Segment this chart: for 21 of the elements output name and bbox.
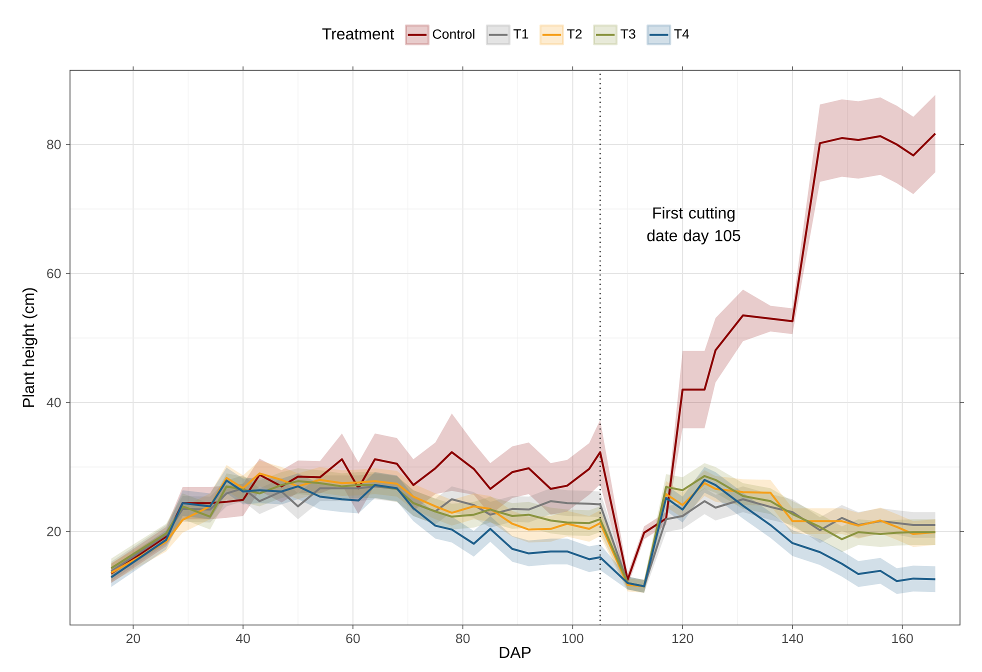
- x-tick-label: 40: [236, 634, 250, 644]
- legend-label: T3: [620, 29, 636, 39]
- x-tick-label: 120: [672, 634, 694, 644]
- y-tick-label: 20: [47, 526, 61, 536]
- legend-label: Control: [432, 29, 474, 39]
- y-tick-label: 80: [47, 140, 61, 150]
- x-axis-title: DAP: [500, 646, 531, 658]
- x-tick-label: 100: [562, 634, 584, 644]
- y-tick-label: 60: [47, 268, 61, 278]
- x-tick-label: 160: [892, 634, 913, 644]
- ref-line-label: First cutting date day 105: [647, 206, 740, 244]
- legend-label: T1: [513, 29, 528, 38]
- x-tick-label: 60: [346, 634, 360, 644]
- legend-label: T2: [567, 29, 582, 39]
- legend-label: T4: [674, 29, 690, 38]
- legend-title: Treatment: [322, 28, 394, 40]
- x-tick-label: 140: [782, 634, 804, 644]
- y-tick-label: 40: [46, 398, 61, 408]
- x-tick-label: 80: [456, 634, 470, 644]
- x-tick-label: 20: [126, 634, 140, 644]
- y-axis-title: Plant height (cm): [22, 288, 38, 407]
